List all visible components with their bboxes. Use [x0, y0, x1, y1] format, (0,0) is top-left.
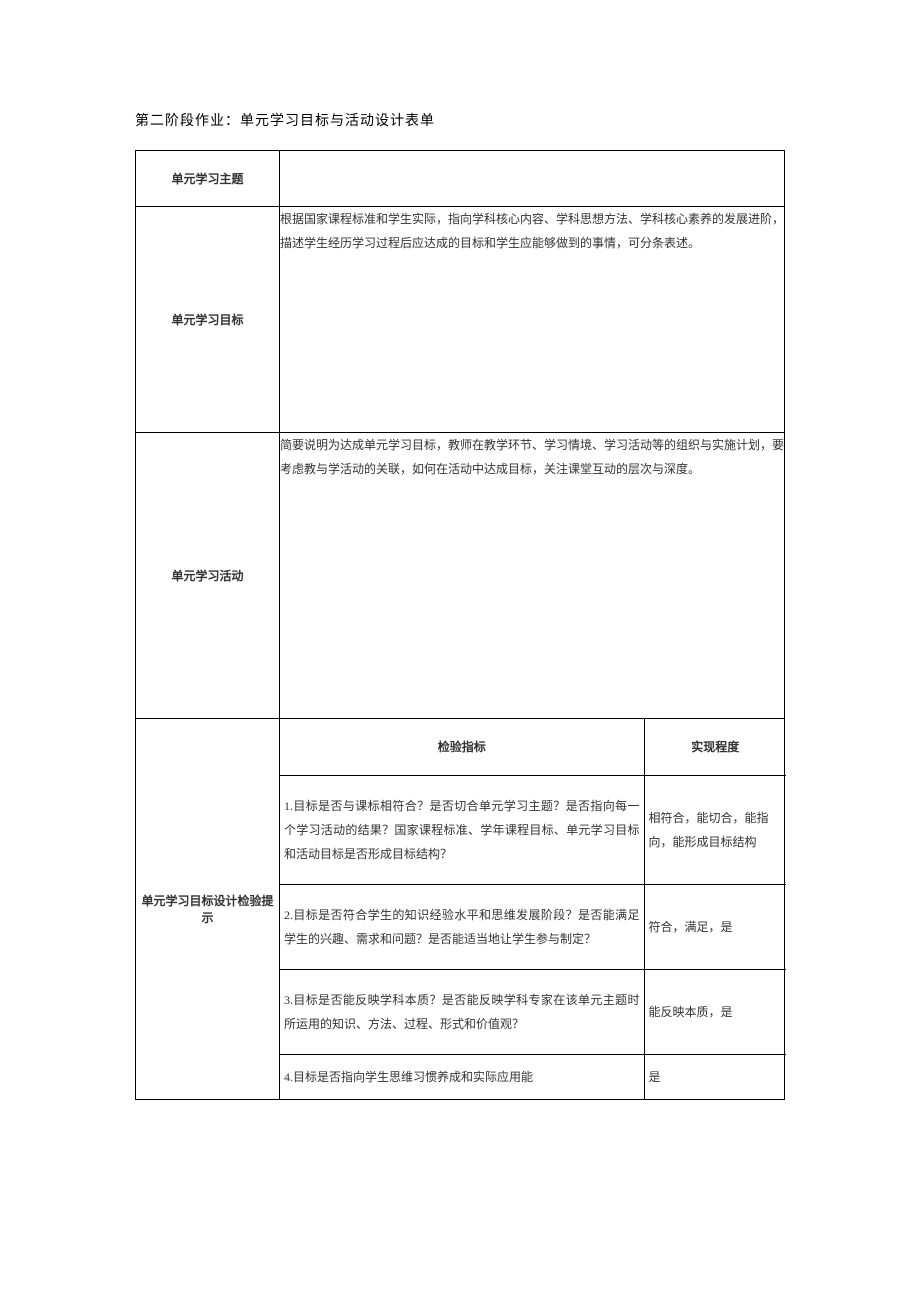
criteria-cell: 2.目标是否符合学生的知识经验水平和思维发展阶段？是否能满足学生的兴趣、需求和问… [280, 884, 644, 969]
design-form-table: 单元学习主题 单元学习目标 根据国家课程标准和学生实际，指向学科核心内容、学科思… [135, 150, 785, 1100]
degree-cell: 能反映本质，是 [644, 969, 786, 1054]
verification-label: 单元学习目标设计检验提示 [136, 719, 280, 1100]
row-theme: 单元学习主题 [136, 151, 785, 207]
row-activities: 单元学习活动 简要说明为达成单元学习目标，教师在教学环节、学习情境、学习活动等的… [136, 433, 785, 719]
verification-item-row: 1.目标是否与课标相符合？是否切合单元学习主题？是否指向每一个学习活动的结果？国… [280, 775, 786, 884]
degree-header: 实现程度 [644, 719, 786, 775]
verification-inner-table: 检验指标 实现程度 1.目标是否与课标相符合？是否切合单元学习主题？是否指向每一… [280, 719, 786, 1099]
criteria-header: 检验指标 [280, 719, 644, 775]
row-objectives: 单元学习目标 根据国家课程标准和学生实际，指向学科核心内容、学科思想方法、学科核… [136, 207, 785, 433]
verification-item-row: 3.目标是否能反映学科本质？是否能反映学科专家在该单元主题时所运用的知识、方法、… [280, 969, 786, 1054]
activities-content: 简要说明为达成单元学习目标，教师在教学环节、学习情境、学习活动等的组织与实施计划… [280, 433, 785, 719]
page-title: 第二阶段作业：单元学习目标与活动设计表单 [135, 110, 785, 130]
verification-item-row: 4.目标是否指向学生思维习惯养成和实际应用能 是 [280, 1054, 786, 1099]
theme-label: 单元学习主题 [136, 151, 280, 207]
criteria-cell: 3.目标是否能反映学科本质？是否能反映学科专家在该单元主题时所运用的知识、方法、… [280, 969, 644, 1054]
degree-cell: 符合，满足，是 [644, 884, 786, 969]
objectives-label: 单元学习目标 [136, 207, 280, 433]
criteria-cell: 1.目标是否与课标相符合？是否切合单元学习主题？是否指向每一个学习活动的结果？国… [280, 775, 644, 884]
objectives-content: 根据国家课程标准和学生实际，指向学科核心内容、学科思想方法、学科核心素养的发展进… [280, 207, 785, 433]
verification-header-row: 检验指标 实现程度 [280, 719, 786, 775]
criteria-cell: 4.目标是否指向学生思维习惯养成和实际应用能 [280, 1054, 644, 1099]
verification-item-row: 2.目标是否符合学生的知识经验水平和思维发展阶段？是否能满足学生的兴趣、需求和问… [280, 884, 786, 969]
degree-cell: 相符合，能切合，能指向，能形成目标结构 [644, 775, 786, 884]
verification-inner-wrapper: 检验指标 实现程度 1.目标是否与课标相符合？是否切合单元学习主题？是否指向每一… [280, 719, 785, 1100]
theme-content [280, 151, 785, 207]
degree-cell: 是 [644, 1054, 786, 1099]
activities-label: 单元学习活动 [136, 433, 280, 719]
row-verification: 单元学习目标设计检验提示 检验指标 实现程度 1.目标是否与课标相符合？是否切合… [136, 719, 785, 1100]
